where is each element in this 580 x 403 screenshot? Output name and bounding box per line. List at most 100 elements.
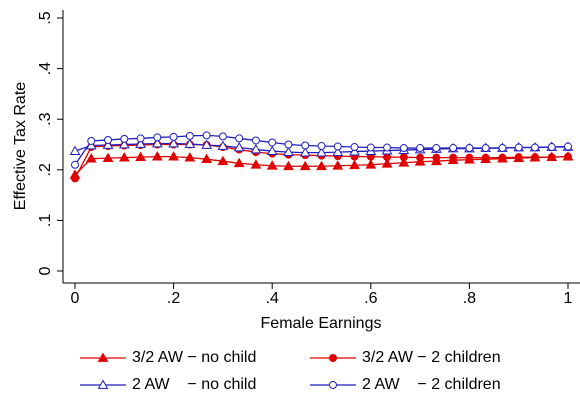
x-tick-label: .6 — [364, 290, 377, 307]
point-triangle — [233, 142, 245, 152]
point-circle — [71, 160, 79, 169]
point-triangle — [85, 153, 97, 163]
point-triangle — [283, 160, 294, 171]
point-triangle — [201, 153, 212, 164]
point-triangle — [299, 147, 311, 157]
point-triangle — [118, 138, 130, 149]
point-triangle — [184, 138, 196, 148]
point-circle — [564, 142, 572, 151]
legend-label: 2 AW − no child — [132, 376, 256, 393]
point-triangle — [118, 152, 130, 162]
point-triangle — [151, 151, 163, 161]
point-triangle — [398, 157, 410, 167]
point-circle — [169, 132, 178, 141]
point-triangle — [102, 139, 114, 149]
x-tick-label: .2 — [167, 290, 180, 307]
y-tick-label: 0 — [37, 266, 54, 275]
point-circle — [383, 153, 392, 162]
x-tick-label: 1 — [564, 290, 573, 307]
point-triangle — [381, 158, 393, 168]
point-circle — [498, 153, 507, 162]
point-circle — [333, 142, 342, 151]
point-circle — [449, 153, 458, 162]
legend-marker-circle — [329, 354, 337, 362]
point-circle — [514, 153, 523, 162]
legend-label: 3/2 AW − 2 children — [362, 349, 501, 366]
y-tick-label: .1 — [37, 214, 54, 227]
legend-marker-triangle — [97, 352, 109, 362]
point-circle — [350, 143, 359, 152]
point-circle — [383, 143, 392, 152]
point-circle — [399, 144, 408, 153]
point-triangle — [69, 145, 81, 155]
point-circle — [104, 135, 113, 144]
point-triangle — [151, 137, 163, 148]
point-circle — [481, 144, 490, 153]
point-circle — [71, 174, 79, 183]
y-tick-label: .4 — [37, 62, 54, 75]
y-tick-label: .3 — [37, 112, 54, 125]
point-triangle — [135, 138, 146, 148]
point-circle — [432, 144, 441, 153]
point-circle — [366, 143, 375, 152]
point-triangle — [332, 146, 344, 156]
y-tick-label: .5 — [37, 11, 54, 24]
point-circle — [301, 141, 310, 150]
point-circle — [465, 144, 474, 153]
point-circle — [284, 140, 293, 149]
point-triangle — [233, 157, 245, 168]
point-triangle — [201, 139, 212, 149]
point-circle — [235, 134, 244, 143]
point-circle — [218, 132, 227, 141]
point-triangle — [102, 152, 114, 163]
point-circle — [87, 136, 96, 145]
point-triangle — [135, 151, 146, 162]
point-circle — [481, 153, 490, 162]
point-triangle — [316, 160, 327, 171]
point-circle — [251, 136, 260, 145]
legend-label: 3/2 AW − no child — [132, 349, 256, 366]
point-triangle — [250, 159, 262, 169]
point-triangle — [168, 137, 179, 148]
point-triangle — [349, 159, 360, 170]
x-tick-label: 0 — [71, 290, 80, 307]
point-triangle — [266, 160, 278, 170]
point-circle — [153, 133, 162, 142]
y-tick-label: .2 — [37, 163, 54, 176]
point-triangle — [250, 144, 262, 154]
point-circle — [416, 153, 425, 162]
point-triangle — [266, 145, 278, 155]
point-circle — [416, 144, 425, 153]
y-axis-title: Effective Tax Rate — [12, 82, 29, 210]
legend-label: 2 AW − 2 children — [362, 376, 501, 393]
point-circle — [136, 134, 145, 143]
point-circle — [432, 153, 441, 162]
point-triangle — [365, 159, 377, 169]
point-circle — [399, 153, 408, 162]
x-tick-label: .4 — [266, 290, 279, 307]
point-circle — [547, 143, 556, 152]
point-circle — [465, 153, 474, 162]
point-triangle — [168, 151, 179, 161]
point-circle — [547, 153, 556, 162]
x-axis-title: Female Earnings — [261, 315, 382, 332]
point-circle — [530, 153, 539, 162]
point-triangle — [217, 155, 229, 166]
point-circle — [564, 152, 572, 161]
point-circle — [185, 131, 194, 140]
point-circle — [317, 142, 326, 151]
point-triangle — [217, 140, 229, 150]
point-circle — [498, 144, 507, 153]
point-triangle — [184, 152, 196, 162]
point-circle — [120, 134, 129, 143]
x-tick-label: .8 — [463, 290, 476, 307]
point-triangle — [316, 147, 327, 157]
point-triangle — [299, 160, 311, 171]
point-circle — [530, 143, 539, 152]
point-circle — [202, 131, 211, 140]
point-circle — [268, 138, 277, 147]
legend-marker-circle — [329, 381, 337, 389]
point-circle — [449, 144, 458, 153]
